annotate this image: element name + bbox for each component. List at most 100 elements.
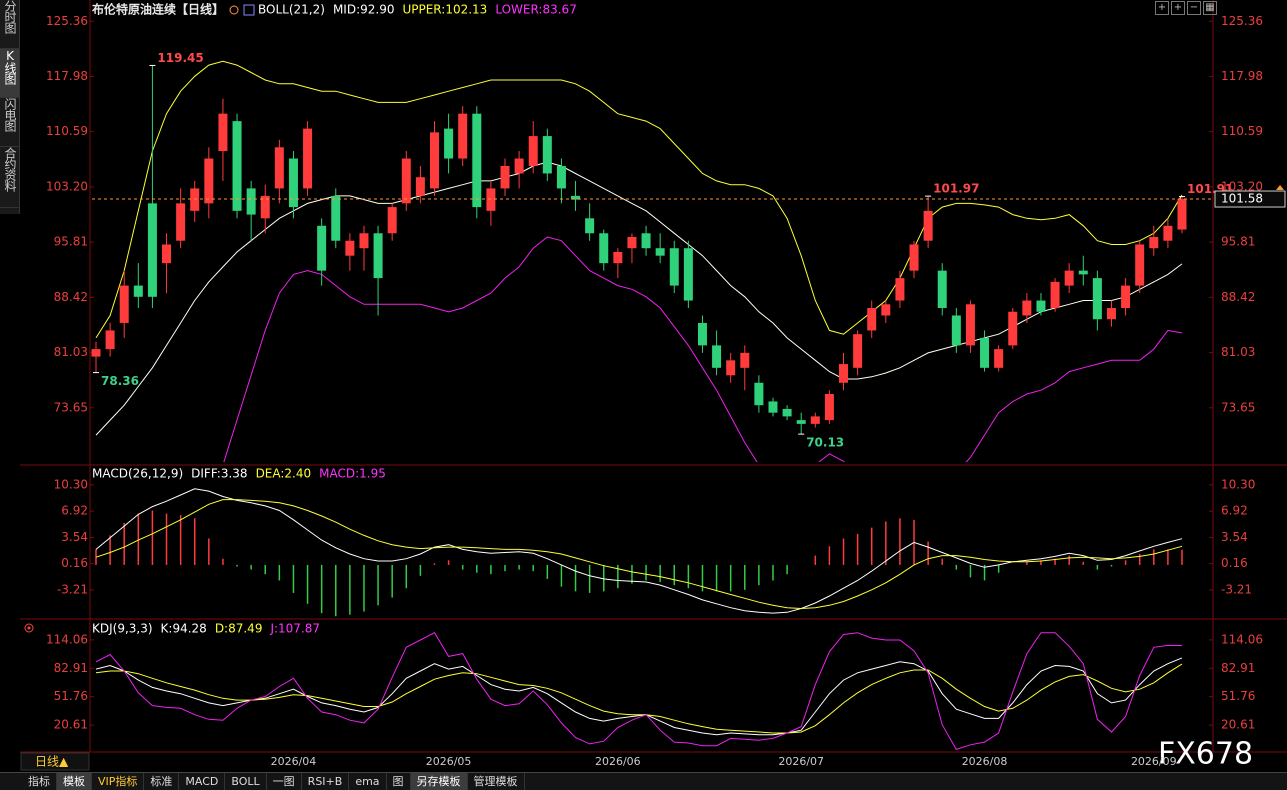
indicator-line xyxy=(95,663,1183,734)
toolbar-button[interactable]: 模板 xyxy=(57,773,92,790)
candle-body xyxy=(415,177,425,196)
candle-body xyxy=(556,165,566,189)
candle-body xyxy=(162,244,172,264)
candle-body xyxy=(260,195,270,219)
kdj-icon[interactable] xyxy=(24,623,34,633)
candle-body xyxy=(712,345,722,368)
chart: 日线▲ FX678 2026/04 2026/05 2026/06 2026/07 20… xyxy=(20,0,1287,772)
y-tick-label: 73.65 xyxy=(1221,400,1255,414)
extreme-label: 78.36 xyxy=(101,374,139,388)
candle-body xyxy=(147,203,157,297)
indicator-line xyxy=(95,60,1183,339)
candle-body xyxy=(867,308,877,331)
candle-body xyxy=(641,233,651,249)
y-tick-label: 0.16 xyxy=(61,556,88,570)
last-price-arrow xyxy=(1276,185,1284,191)
candle-body xyxy=(133,285,143,297)
candle-body xyxy=(119,285,129,323)
toolbar-button[interactable]: 图 xyxy=(387,773,411,790)
y-tick-label: 51.76 xyxy=(54,689,88,703)
indicator-label: J:107.87 xyxy=(269,622,320,636)
y-tick-label: 81.03 xyxy=(1221,345,1255,359)
candle-body xyxy=(585,218,595,234)
period-label[interactable]: 日线▲ xyxy=(35,755,69,769)
y-tick-label: 6.92 xyxy=(61,504,88,518)
toolbar-button[interactable]: BOLL xyxy=(225,773,267,790)
y-tick-label: -3.21 xyxy=(1221,582,1252,596)
candle-body xyxy=(232,121,242,211)
y-tick-label: 81.03 xyxy=(54,345,88,359)
extreme-label: 119.45 xyxy=(157,51,203,65)
period-box[interactable] xyxy=(20,752,90,771)
candle-body xyxy=(458,113,468,159)
extreme-label: 101.97 xyxy=(933,182,979,196)
zoom-in-button[interactable]: + xyxy=(1171,1,1185,15)
toolbar-button[interactable]: 指标 xyxy=(22,773,57,790)
y-tick-label: 20.61 xyxy=(54,718,88,732)
candle-body xyxy=(429,132,439,189)
chart-title: 布伦特原油连续【日线】 xyxy=(92,2,224,17)
tab[interactable]: 合约资料 xyxy=(0,147,19,208)
toolbar-button[interactable]: VIP指标 xyxy=(92,773,145,790)
candle-body xyxy=(204,158,214,204)
indicator-line xyxy=(95,499,1183,610)
indicator-line xyxy=(95,632,1183,750)
candle-body xyxy=(1092,278,1102,320)
x-tick-label: 2026/05 xyxy=(426,755,472,768)
toolbar-button[interactable]: RSI+B xyxy=(302,773,350,790)
y-tick-label: 110.59 xyxy=(1221,124,1263,138)
candle-body xyxy=(923,210,933,241)
last-price-box xyxy=(1214,190,1286,208)
tab[interactable]: K线图 xyxy=(0,49,19,98)
x-tick-label: 2026/09 xyxy=(1131,755,1177,768)
toolbar-button[interactable]: 一图 xyxy=(267,773,302,790)
indicator-line xyxy=(95,657,1183,736)
candle-body xyxy=(1022,300,1032,316)
candle-body xyxy=(528,136,538,166)
tab[interactable]: 闪电图 xyxy=(0,98,19,147)
indicator-icon xyxy=(243,4,255,16)
candle-body xyxy=(387,207,397,234)
candle-body xyxy=(613,251,623,264)
candle-body xyxy=(274,147,284,189)
candle-body xyxy=(1008,311,1018,346)
candle-body xyxy=(1106,308,1116,320)
indicator-line xyxy=(95,488,1183,614)
toolbar-button[interactable]: MACD xyxy=(179,773,226,790)
y-tick-label: 110.59 xyxy=(46,124,88,138)
indicator-label: DEA:2.40 xyxy=(256,467,312,481)
tab[interactable]: 分时图 xyxy=(0,0,19,49)
y-tick-label: 114.06 xyxy=(1221,632,1263,646)
x-tick-label: 2026/08 xyxy=(962,755,1008,768)
plot-area xyxy=(95,632,1183,750)
kdj-icon-dot xyxy=(27,626,31,630)
candle-body xyxy=(1064,270,1074,286)
indicator-line xyxy=(223,236,1183,462)
candle-body xyxy=(373,233,383,279)
candle-body xyxy=(980,337,990,368)
layout-button[interactable]: ▦ xyxy=(1203,1,1217,15)
y-tick-label: 88.42 xyxy=(1221,290,1255,304)
zoom-out-button[interactable]: − xyxy=(1187,1,1201,15)
y-tick-label: 95.81 xyxy=(54,235,88,249)
y-tick-label: 6.92 xyxy=(1221,504,1248,518)
candle-body xyxy=(1149,237,1159,249)
indicator-line xyxy=(95,161,1183,436)
last-price-label: 101.58 xyxy=(1221,192,1263,206)
candle-body xyxy=(500,165,510,189)
toolbar-button[interactable]: 另存模板 xyxy=(410,773,468,790)
candle-body xyxy=(754,382,764,406)
candle-body xyxy=(810,416,820,424)
toolbar-button[interactable]: 管理模板 xyxy=(468,773,525,790)
candle-body xyxy=(683,248,693,301)
toolbar-button[interactable]: ema xyxy=(349,773,387,790)
toolbar-button[interactable]: 标准 xyxy=(144,773,180,790)
candle-body xyxy=(331,195,341,241)
y-tick-label: 51.76 xyxy=(1221,689,1255,703)
candle-body xyxy=(1135,244,1145,286)
crosshair-button[interactable]: + xyxy=(1155,1,1169,15)
candle-body xyxy=(824,393,834,421)
candle-body xyxy=(669,248,679,286)
y-tick-label: 82.91 xyxy=(54,661,88,675)
